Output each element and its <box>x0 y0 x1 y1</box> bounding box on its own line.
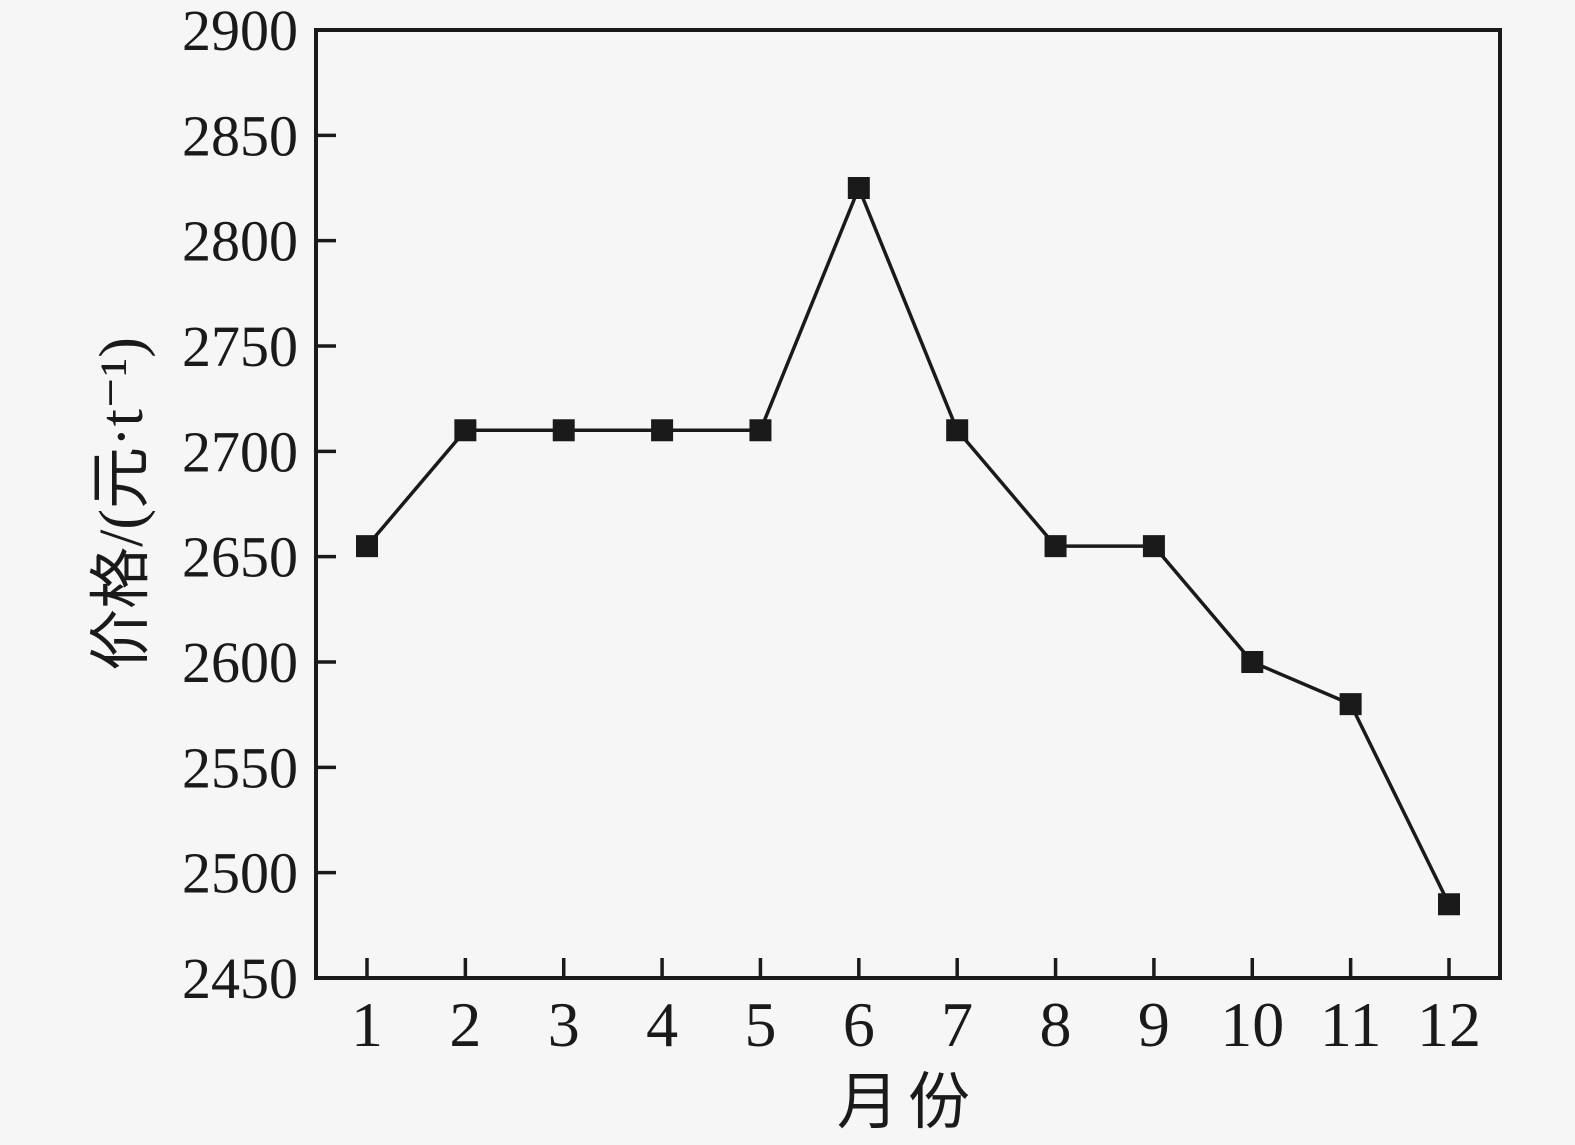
data-point-marker <box>847 177 870 199</box>
data-point-marker <box>1142 535 1165 558</box>
data-point-marker <box>749 419 772 442</box>
x-axis-tick-label: 3 <box>548 989 580 1060</box>
data-point-marker <box>651 419 674 442</box>
data-point-marker <box>356 535 378 558</box>
data-point-marker <box>552 419 575 442</box>
plot-border <box>314 28 1502 980</box>
y-axis-tick-label: 2650 <box>182 525 298 590</box>
data-point-marker <box>1044 535 1067 558</box>
y-axis-tick-label: 2750 <box>182 314 298 379</box>
data-point-marker <box>1438 893 1460 916</box>
x-axis-tick-label: 4 <box>646 989 678 1060</box>
x-axis-title: 月份 <box>836 1069 980 1137</box>
data-point-marker <box>946 419 969 442</box>
price-line <box>365 183 1451 906</box>
y-axis-tick-label: 2600 <box>182 630 298 695</box>
x-axis-tick-label: 1 <box>351 989 383 1060</box>
x-axis-tick-label: 2 <box>449 989 481 1060</box>
data-point-marker <box>1241 651 1264 673</box>
x-axis-tick-label: 12 <box>1417 989 1481 1060</box>
y-axis-tick-label: 2550 <box>182 735 298 800</box>
y-axis-tick-label: 2850 <box>182 103 298 168</box>
x-axis-tick-label: 9 <box>1138 989 1170 1060</box>
y-axis-tick-label: 2800 <box>182 209 298 274</box>
y-axis-tick-label: 2900 <box>182 0 298 63</box>
x-axis-tick-label: 6 <box>843 989 875 1060</box>
y-axis-tick-label: 2450 <box>182 946 298 1011</box>
y-axis-tick-label: 2500 <box>182 841 298 906</box>
data-point-marker <box>454 419 477 442</box>
y-axis-title: 价格/(元·t⁻¹) <box>88 337 156 671</box>
x-axis-tick-label: 5 <box>744 989 776 1060</box>
y-axis-tick-label: 2700 <box>182 419 298 484</box>
data-point-marker <box>1339 693 1362 716</box>
x-axis-tick-label: 8 <box>1040 989 1072 1060</box>
x-axis-tick-label: 7 <box>941 989 973 1060</box>
x-axis-tick-label: 11 <box>1320 989 1382 1060</box>
x-axis-tick-label: 10 <box>1220 989 1284 1060</box>
